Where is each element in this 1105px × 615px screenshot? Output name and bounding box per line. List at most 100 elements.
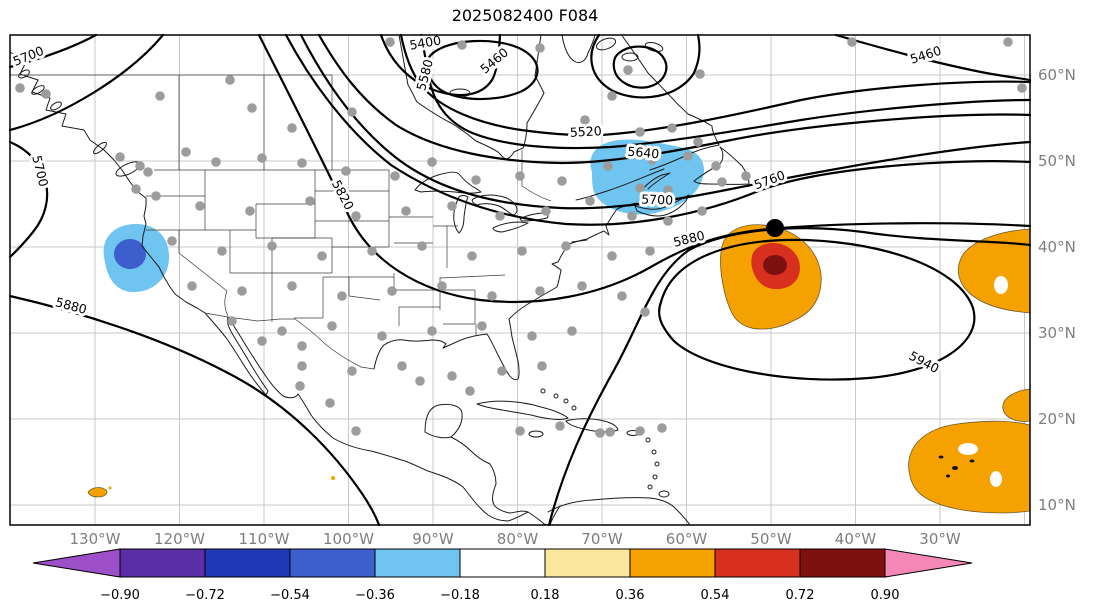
- station-dot: [527, 331, 537, 341]
- lon-tick-label: 60°W: [666, 530, 708, 548]
- station-dot: [645, 246, 655, 256]
- station-dot: [847, 37, 857, 47]
- coastline-path: [561, 34, 596, 64]
- station-dot: [647, 155, 657, 165]
- island-mark: [969, 459, 975, 463]
- station-dot: [487, 291, 497, 301]
- station-dot: [135, 161, 145, 171]
- station-dot: [390, 171, 400, 181]
- contour-label: 5880: [672, 227, 707, 249]
- station-dot: [257, 153, 267, 163]
- station-dot: [561, 241, 571, 251]
- station-dot: [297, 158, 307, 168]
- state-border-path: [10, 74, 389, 171]
- island-outline: [654, 461, 660, 467]
- station-dot: [437, 281, 447, 291]
- station-dot: [167, 236, 177, 246]
- contour-line-5700: [299, 33, 1032, 210]
- station-dot: [635, 183, 645, 193]
- station-dot: [741, 171, 751, 181]
- contour-line-5700: [8, 140, 49, 259]
- colorbar-segment: [289, 548, 376, 578]
- coastline-path: [373, 202, 638, 381]
- station-dot: [695, 69, 705, 79]
- station-dot: [257, 336, 267, 346]
- lat-tick-label: 60°N: [1038, 66, 1076, 84]
- contour-line-5820: [257, 33, 1032, 304]
- station-dot: [495, 211, 505, 221]
- station-dot: [247, 103, 257, 113]
- page-title: 2025082400 F084: [452, 6, 599, 25]
- station-dot: [387, 286, 397, 296]
- colorbar-left-arrow: [32, 548, 121, 578]
- lon-tick-label: 50°W: [750, 530, 792, 548]
- island-mark: [946, 474, 950, 478]
- station-dot: [347, 366, 357, 376]
- station-dot: [245, 206, 255, 216]
- island-outline: [652, 474, 658, 480]
- station-dot: [467, 251, 477, 261]
- station-dot: [211, 157, 221, 167]
- trinidad-outline: [658, 490, 670, 498]
- station-dot: [541, 206, 551, 216]
- station-dot: [577, 281, 587, 291]
- coastline-path: [634, 194, 690, 217]
- station-dot: [305, 196, 315, 206]
- station-dot: [717, 177, 727, 187]
- coastline-path: [398, 34, 545, 160]
- shading-hole: [958, 443, 978, 455]
- colorbar-segment: [374, 548, 461, 578]
- contour-label: 5820: [329, 177, 357, 212]
- station-dot: [447, 371, 457, 381]
- colorbar-segment: [119, 548, 206, 578]
- lake-erie: [492, 221, 529, 233]
- station-dot: [1017, 83, 1027, 93]
- station-dot: [287, 281, 297, 291]
- station-dot: [341, 166, 351, 176]
- station-dot: [217, 246, 227, 256]
- station-dot: [603, 161, 613, 171]
- station-dot: [115, 152, 125, 162]
- station-dot: [287, 123, 297, 133]
- lon-axis-labels: 130°W 120°W 110°W 100°W 90°W 80°W 70°W 60°W 50°W…: [70, 530, 961, 548]
- lat-tick-label: 50°N: [1038, 152, 1076, 170]
- station-dot: [567, 326, 577, 336]
- colorbar-tick-label: 0.90: [871, 588, 900, 603]
- contour-label: 5700: [29, 154, 51, 189]
- station-dot: [667, 123, 677, 133]
- station-dot: [385, 37, 395, 47]
- station-dot: [465, 386, 475, 396]
- station-dot: [557, 176, 567, 186]
- colorbar-tick-label: 0.36: [616, 588, 645, 603]
- lon-tick-label: 40°W: [835, 530, 877, 548]
- positive-anomaly-core: [763, 255, 787, 275]
- positive-anomaly-region: [908, 420, 1031, 514]
- station-dot: [267, 241, 277, 251]
- island-outline: [540, 388, 546, 394]
- coastline-path: [204, 312, 548, 526]
- state-borders: [10, 74, 552, 370]
- station-dot: [663, 185, 673, 195]
- station-dot: [337, 291, 347, 301]
- shading-hole: [990, 471, 1002, 487]
- lon-tick-label: 120°W: [154, 530, 205, 548]
- station-dot: [635, 127, 645, 137]
- station-dot: [377, 331, 387, 341]
- positive-anomaly-speck: [87, 487, 108, 498]
- station-dot: [325, 398, 335, 408]
- station-dot: [155, 91, 165, 101]
- state-border-path: [398, 225, 506, 326]
- island-outline: [571, 405, 577, 411]
- station-dot: [151, 191, 161, 201]
- station-dot: [401, 206, 411, 216]
- station-dot: [605, 427, 615, 437]
- contour-label: 5940: [907, 348, 942, 376]
- station-dot: [607, 91, 617, 101]
- station-dot: [535, 286, 545, 296]
- station-dot: [447, 201, 457, 211]
- contour-label: 5520: [569, 123, 602, 140]
- shading-hole: [994, 276, 1008, 294]
- graticule: [10, 35, 1030, 525]
- cuba-outline: [476, 400, 569, 420]
